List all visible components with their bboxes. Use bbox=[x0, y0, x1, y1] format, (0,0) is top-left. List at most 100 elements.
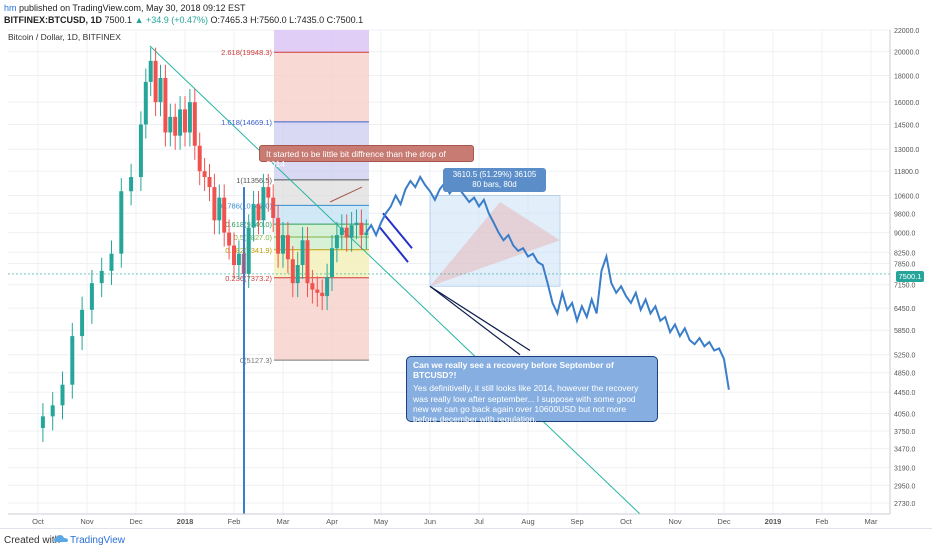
fib-level-label: 0(5127.3) bbox=[240, 356, 273, 365]
chart-header: hm published on TradingView.com, May 30,… bbox=[0, 0, 932, 30]
price-series bbox=[40, 47, 730, 514]
candle-body bbox=[364, 232, 369, 236]
price-chart[interactable]: 2.618(19948.3) 1.618(14669.1) 1(11356.5) 0.… bbox=[0, 28, 932, 528]
price-tick-label: 3470.0 bbox=[894, 447, 916, 454]
candle-body bbox=[143, 81, 148, 125]
fib-level-label: 2.618(19948.3) bbox=[221, 48, 272, 57]
candle-body bbox=[354, 222, 359, 226]
callout-line-1 bbox=[429, 285, 531, 351]
fib-level-label: 0.786(10147.0) bbox=[221, 201, 272, 210]
channel-line-lower bbox=[379, 226, 409, 263]
price-tick-label: 5850.0 bbox=[894, 328, 916, 335]
price-tick-label: 7850.0 bbox=[894, 262, 916, 269]
candle-body bbox=[222, 197, 227, 233]
candle-body bbox=[153, 60, 158, 103]
callout-line-3 bbox=[329, 186, 363, 203]
published-text: published on TradingView.com, May 30, 20… bbox=[19, 3, 246, 13]
candle-body bbox=[119, 191, 124, 254]
price-tick-label: 9800.0 bbox=[894, 211, 916, 218]
price-axis[interactable]: 22000.0 20000.0 18000.0 16000.0 14500.0 13000… bbox=[889, 28, 919, 514]
candle-body bbox=[89, 283, 94, 310]
fib-zone-gray bbox=[274, 179, 369, 206]
candle-body bbox=[330, 248, 334, 277]
candle-body bbox=[359, 222, 364, 236]
candle-body bbox=[246, 227, 251, 274]
candle-body bbox=[256, 204, 261, 221]
time-tick-label: Aug bbox=[521, 517, 534, 526]
price-tick-label: 22000.0 bbox=[894, 28, 919, 35]
chart-title: Bitcoin / Dollar, 1D, BITFINEX bbox=[8, 32, 121, 42]
candle-body bbox=[60, 384, 65, 406]
fib-level-label: 0.5(8827.0) bbox=[234, 233, 273, 242]
price-tick-label: 13000.0 bbox=[894, 147, 919, 154]
price-tick-label: 3190.0 bbox=[894, 466, 916, 473]
price-tick-label: 6450.0 bbox=[894, 306, 916, 313]
candle-body bbox=[99, 270, 104, 284]
candle-body bbox=[315, 289, 320, 293]
annotation-recovery[interactable]: Can we really see a recovery before Sept… bbox=[406, 356, 658, 424]
fib-level-label: 1.618(14669.1) bbox=[221, 118, 272, 127]
downtrend-line bbox=[149, 45, 641, 515]
time-tick-label: Oct bbox=[620, 517, 633, 526]
candle-body bbox=[251, 204, 256, 228]
time-tick-label: Sep bbox=[570, 517, 583, 526]
candle-body bbox=[192, 102, 197, 146]
candle-body bbox=[217, 197, 222, 221]
time-tick-label: Nov bbox=[668, 517, 682, 526]
candle-body bbox=[138, 124, 143, 178]
price-tick-label: 4850.0 bbox=[894, 371, 916, 378]
price-tick-label: 3750.0 bbox=[894, 429, 916, 436]
price-tick-label: 11800.0 bbox=[894, 169, 919, 176]
price-tick-label: 18000.0 bbox=[894, 73, 919, 80]
candle-body bbox=[349, 225, 354, 238]
candle-body bbox=[178, 109, 183, 136]
callout-line-2 bbox=[429, 285, 521, 356]
candle-body bbox=[168, 116, 173, 133]
tradingview-brand[interactable]: TradingView bbox=[70, 535, 126, 546]
candle-body bbox=[202, 171, 207, 178]
measure-label[interactable]: 3610.5 (51.29%) 36105 80 bars, 80d bbox=[443, 168, 546, 192]
time-tick-label: Nov bbox=[80, 517, 94, 526]
time-tick-label: 2019 bbox=[765, 517, 782, 526]
price-tick-label: 9000.0 bbox=[894, 231, 916, 238]
last-price-tag: 7500.1 bbox=[896, 271, 924, 282]
time-tick-label: May bbox=[374, 517, 388, 526]
price-tick-label: 4450.0 bbox=[894, 390, 916, 397]
candle-body bbox=[232, 245, 236, 266]
time-tick-label: 2018 bbox=[177, 517, 194, 526]
time-tick-label: Dec bbox=[717, 517, 731, 526]
annotation-drop-2014[interactable]: It started to be little bit diffrence th… bbox=[259, 145, 474, 169]
time-axis[interactable]: Oct Nov Dec 2018 Feb Mar Apr May Jun Jul Aug Sep Oct… bbox=[8, 513, 890, 526]
quote-line: BITFINEX:BTCUSD, 1D 7500.1 ▲ +34.9 (+0.4… bbox=[4, 15, 363, 25]
time-tick-label: Apr bbox=[326, 517, 338, 526]
time-tick-label: Dec bbox=[129, 517, 143, 526]
annotation-answer: Yes definitivelly, it still looks like 2… bbox=[413, 383, 639, 424]
candle-body bbox=[236, 253, 241, 266]
candle-body bbox=[325, 276, 330, 297]
candle-body bbox=[158, 78, 163, 103]
candle-body bbox=[80, 309, 85, 337]
price-tick-label: 2950.0 bbox=[894, 483, 916, 490]
time-tick-label: Mar bbox=[865, 517, 878, 526]
candle-body bbox=[163, 78, 168, 133]
time-tick-label: Jul bbox=[474, 517, 484, 526]
time-tick-label: Feb bbox=[816, 517, 829, 526]
fib-zone-red bbox=[274, 52, 369, 122]
candle-body bbox=[310, 283, 315, 290]
fib-zone-purple bbox=[274, 30, 369, 53]
candle-body bbox=[300, 240, 305, 266]
candle-body bbox=[187, 102, 192, 133]
projection-triangle bbox=[430, 201, 560, 287]
time-tick-label: Mar bbox=[277, 517, 290, 526]
annotation-question: Can we really see a recovery before Sept… bbox=[413, 360, 614, 381]
price-tick-label: 4050.0 bbox=[894, 412, 916, 419]
candle-body bbox=[173, 116, 178, 136]
price-tick-label: 10600.0 bbox=[894, 193, 919, 200]
candle-body bbox=[266, 187, 271, 198]
time-tick-label: Feb bbox=[228, 517, 241, 526]
candle-body bbox=[212, 187, 217, 221]
price-tick-label: 2730.0 bbox=[894, 501, 916, 508]
publisher-username[interactable]: hm bbox=[4, 3, 17, 13]
symbol-label[interactable]: BITFINEX:BTCUSD, 1D bbox=[4, 15, 103, 25]
price-tick-label: 14500.0 bbox=[894, 122, 919, 129]
